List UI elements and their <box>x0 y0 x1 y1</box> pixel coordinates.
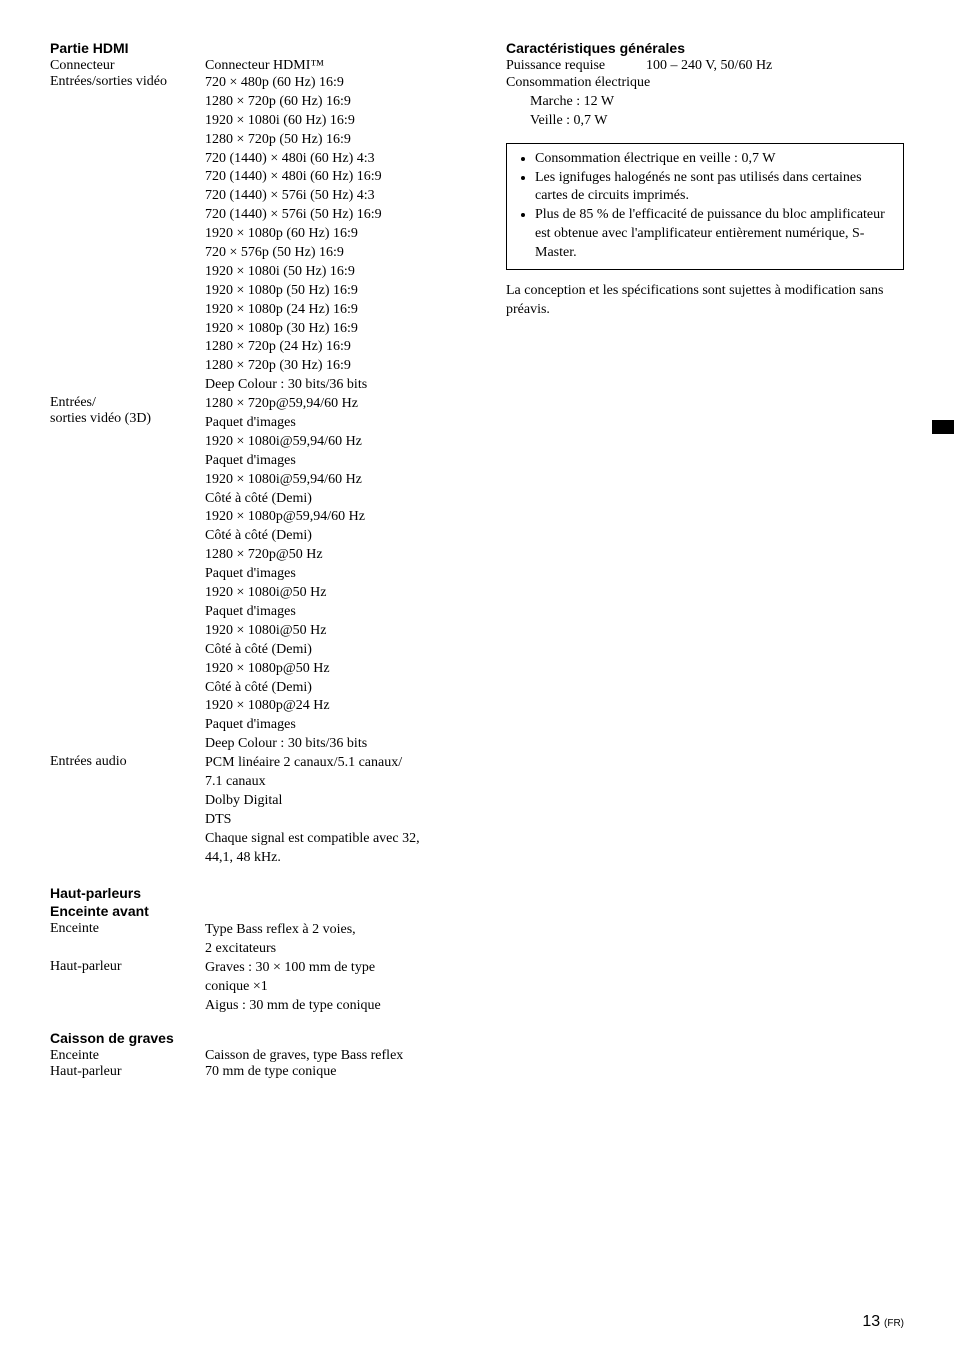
label-io-video: Entrées/sorties vidéo <box>50 74 205 395</box>
spec-value-line: 720 × 480p (60 Hz) 16:9 <box>205 74 470 93</box>
values-front-hp: Graves : 30 × 100 mm de typeconique ×1Ai… <box>205 959 470 1016</box>
spec-value-line: 1920 × 1080p (30 Hz) 16:9 <box>205 320 470 339</box>
label-audio-in: Entrées audio <box>50 754 205 867</box>
row-front-enceinte: Enceinte Type Bass reflex à 2 voies,2 ex… <box>50 921 470 959</box>
label-front-hp: Haut-parleur <box>50 959 205 1016</box>
page-number-suffix: (FR) <box>884 1318 904 1329</box>
row-connector: Connecteur Connecteur HDMI™ <box>50 58 470 74</box>
label-power: Puissance requise <box>506 58 646 74</box>
value-power: 100 – 240 V, 50/60 Hz <box>646 58 904 74</box>
spec-value-line: Paquet d'images <box>205 414 470 433</box>
heading-hdmi: Partie HDMI <box>50 40 470 56</box>
spec-value-line: Paquet d'images <box>205 716 470 735</box>
values-io-video: 720 × 480p (60 Hz) 16:91280 × 720p (60 H… <box>205 74 470 395</box>
heading-front-speaker: Enceinte avant <box>50 903 470 919</box>
page-number-value: 13 <box>862 1313 880 1330</box>
spec-value-line: Graves : 30 × 100 mm de type <box>205 959 470 978</box>
row-audio-in: Entrées audio PCM linéaire 2 canaux/5.1 … <box>50 754 470 867</box>
side-tab-mark <box>932 420 954 434</box>
spec-value-line: 1920 × 1080i (50 Hz) 16:9 <box>205 263 470 282</box>
spec-value-line: 720 (1440) × 480i (60 Hz) 4:3 <box>205 150 470 169</box>
label-io-video-3d-line2: sorties vidéo (3D) <box>50 411 205 427</box>
notes-list: Consommation électrique en veille : 0,7 … <box>517 150 893 263</box>
value-consumption-standby: Veille : 0,7 W <box>530 112 904 131</box>
spec-value-line: Côté à côté (Demi) <box>205 679 470 698</box>
spec-value-line: Deep Colour : 30 bits/36 bits <box>205 376 470 395</box>
spec-value-line: 2 excitateurs <box>205 940 470 959</box>
spec-value-line: 1280 × 720p@50 Hz <box>205 546 470 565</box>
spec-value-line: 1280 × 720p (30 Hz) 16:9 <box>205 357 470 376</box>
spec-value-line: Paquet d'images <box>205 565 470 584</box>
spec-value-line: 7.1 canaux <box>205 773 470 792</box>
note-item: Les ignifuges halogénés ne sont pas util… <box>535 169 893 207</box>
spec-value-line: 1920 × 1080i (60 Hz) 16:9 <box>205 112 470 131</box>
spec-value-line: 720 × 576p (50 Hz) 16:9 <box>205 244 470 263</box>
spec-value-line: 1920 × 1080i@50 Hz <box>205 622 470 641</box>
spec-value-line: 720 (1440) × 576i (50 Hz) 4:3 <box>205 187 470 206</box>
spec-value-line: 720 (1440) × 576i (50 Hz) 16:9 <box>205 206 470 225</box>
content-columns: Partie HDMI Connecteur Connecteur HDMI™ … <box>50 40 904 1080</box>
spec-value-line: Aigus : 30 mm de type conique <box>205 997 470 1016</box>
left-column: Partie HDMI Connecteur Connecteur HDMI™ … <box>50 40 470 1080</box>
spec-value-line: 1920 × 1080p@24 Hz <box>205 697 470 716</box>
spec-value-line: 1920 × 1080i@59,94/60 Hz <box>205 471 470 490</box>
spec-value-line: Deep Colour : 30 bits/36 bits <box>205 735 470 754</box>
spec-value-line: Paquet d'images <box>205 452 470 471</box>
heading-speakers: Haut-parleurs <box>50 885 470 901</box>
spec-value-line: 1920 × 1080p@59,94/60 Hz <box>205 508 470 527</box>
spec-value-line: 1920 × 1080i@50 Hz <box>205 584 470 603</box>
spec-value-line: 1920 × 1080p (60 Hz) 16:9 <box>205 225 470 244</box>
spec-value-line: 1280 × 720p (50 Hz) 16:9 <box>205 131 470 150</box>
note-item: Consommation électrique en veille : 0,7 … <box>535 150 893 169</box>
closing-note: La conception et les spécifications sont… <box>506 282 904 320</box>
row-io-video: Entrées/sorties vidéo 720 × 480p (60 Hz)… <box>50 74 470 395</box>
spec-value-line: Côté à côté (Demi) <box>205 490 470 509</box>
heading-subwoofer: Caisson de graves <box>50 1030 470 1046</box>
page-number: 13 (FR) <box>862 1313 904 1331</box>
label-sub-enceinte: Enceinte <box>50 1048 205 1064</box>
note-item: Plus de 85 % de l'efficacité de puissanc… <box>535 206 893 263</box>
spec-value-line: Chaque signal est compatible avec 32, <box>205 830 470 849</box>
spec-value-line: 1920 × 1080p@50 Hz <box>205 660 470 679</box>
label-sub-hp: Haut-parleur <box>50 1064 205 1080</box>
spec-value-line: DTS <box>205 811 470 830</box>
row-front-hp: Haut-parleur Graves : 30 × 100 mm de typ… <box>50 959 470 1016</box>
spec-value-line: 44,1, 48 kHz. <box>205 849 470 868</box>
row-power: Puissance requise 100 – 240 V, 50/60 Hz <box>506 58 904 74</box>
spec-value-line: 1920 × 1080i@59,94/60 Hz <box>205 433 470 452</box>
label-io-video-3d: Entrées/ sorties vidéo (3D) <box>50 395 205 754</box>
spec-value-line: Paquet d'images <box>205 603 470 622</box>
spec-value-line: 1280 × 720p@59,94/60 Hz <box>205 395 470 414</box>
values-audio-in: PCM linéaire 2 canaux/5.1 canaux/7.1 can… <box>205 754 470 867</box>
value-consumption-on: Marche : 12 W <box>530 93 904 112</box>
right-column: Caractéristiques générales Puissance req… <box>506 40 904 1080</box>
label-io-video-3d-line1: Entrées/ <box>50 395 205 411</box>
values-io-video-3d: 1280 × 720p@59,94/60 HzPaquet d'images19… <box>205 395 470 754</box>
spec-value-line: 1280 × 720p (60 Hz) 16:9 <box>205 93 470 112</box>
label-connector: Connecteur <box>50 58 205 74</box>
spec-value-line: Côté à côté (Demi) <box>205 641 470 660</box>
spec-value-line: Dolby Digital <box>205 792 470 811</box>
spec-value-line: Type Bass reflex à 2 voies, <box>205 921 470 940</box>
row-sub-hp: Haut-parleur 70 mm de type conique <box>50 1064 470 1080</box>
spec-value-line: 1920 × 1080p (24 Hz) 16:9 <box>205 301 470 320</box>
heading-general: Caractéristiques générales <box>506 40 904 56</box>
row-sub-enceinte: Enceinte Caisson de graves, type Bass re… <box>50 1048 470 1064</box>
value-sub-enceinte: Caisson de graves, type Bass reflex <box>205 1048 470 1064</box>
label-consumption: Consommation électrique <box>506 74 904 93</box>
spec-value-line: 1920 × 1080p (50 Hz) 16:9 <box>205 282 470 301</box>
spec-value-line: 720 (1440) × 480i (60 Hz) 16:9 <box>205 168 470 187</box>
value-sub-hp: 70 mm de type conique <box>205 1064 470 1080</box>
spec-value-line: PCM linéaire 2 canaux/5.1 canaux/ <box>205 754 470 773</box>
spec-value-line: conique ×1 <box>205 978 470 997</box>
row-io-video-3d: Entrées/ sorties vidéo (3D) 1280 × 720p@… <box>50 395 470 754</box>
spec-value-line: Côté à côté (Demi) <box>205 527 470 546</box>
label-front-enceinte: Enceinte <box>50 921 205 959</box>
values-front-enceinte: Type Bass reflex à 2 voies,2 excitateurs <box>205 921 470 959</box>
value-connector: Connecteur HDMI™ <box>205 58 470 74</box>
spec-value-line: 1280 × 720p (24 Hz) 16:9 <box>205 338 470 357</box>
notes-box: Consommation électrique en veille : 0,7 … <box>506 143 904 270</box>
